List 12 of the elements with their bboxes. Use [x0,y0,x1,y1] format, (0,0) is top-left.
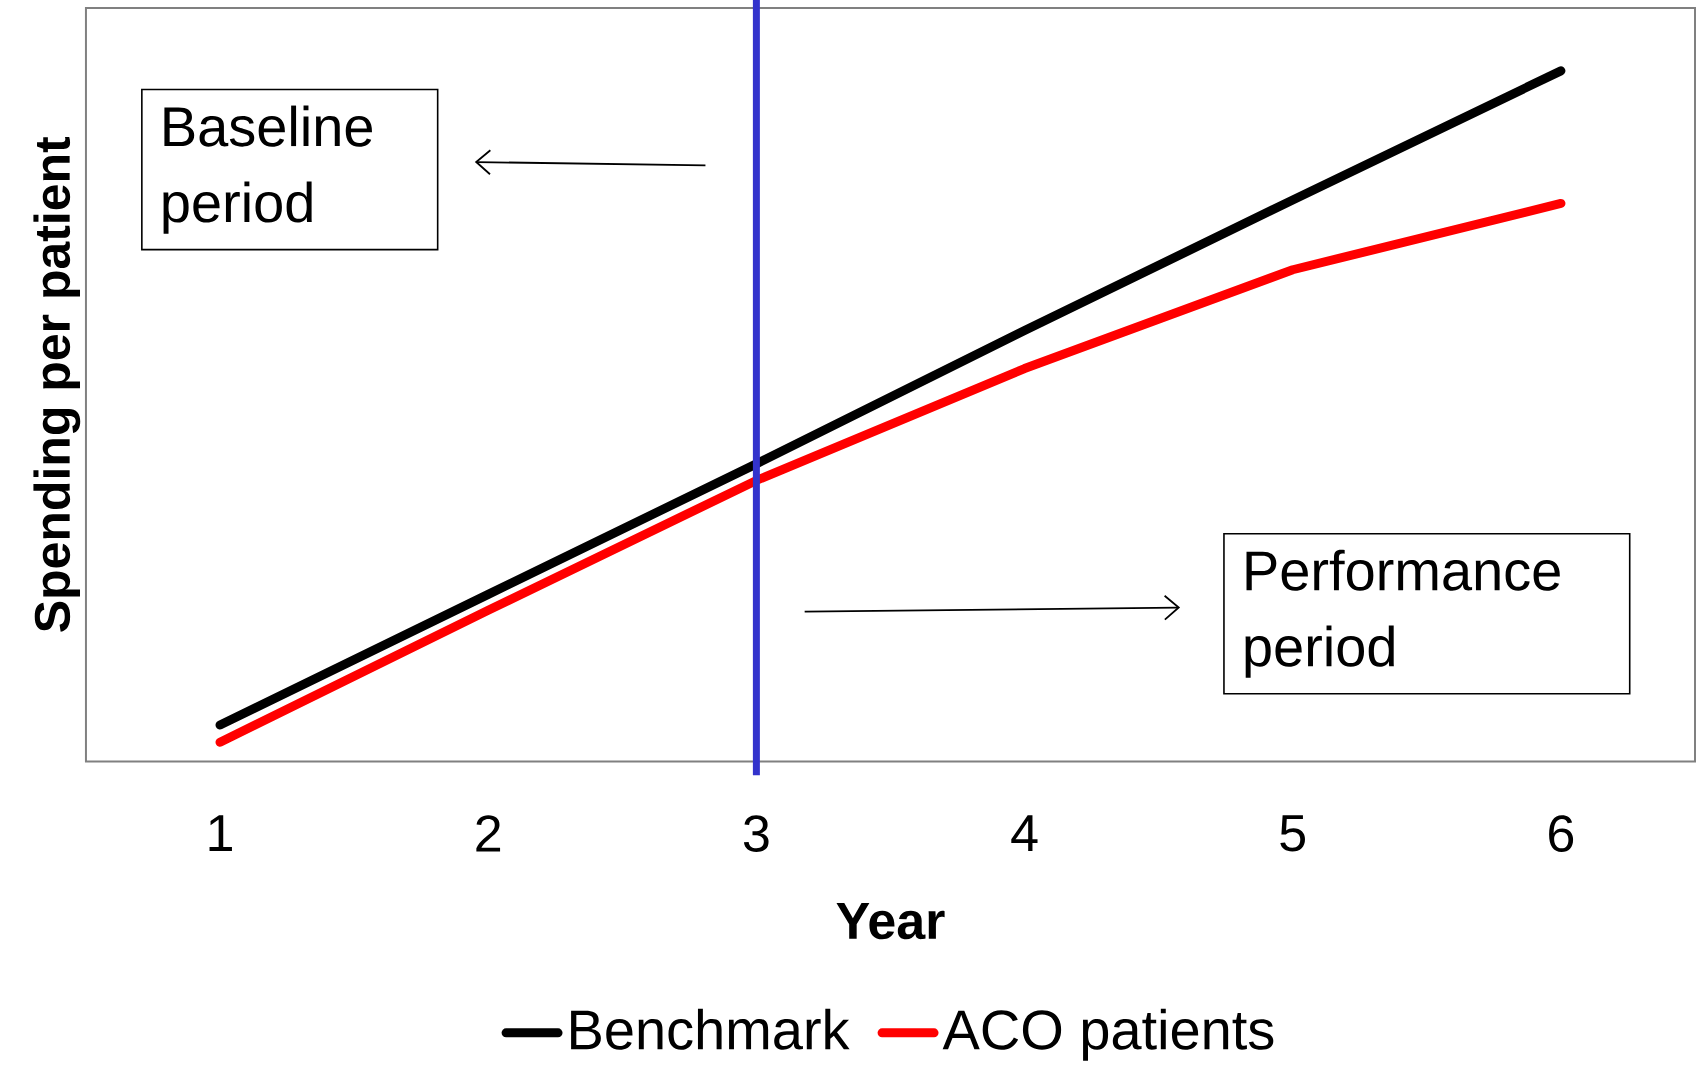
x-tick-label: 3 [743,815,769,852]
x-tick-label: 2 [476,815,501,852]
x-axis-title: Year [836,902,945,940]
legend-label: ACO patients [942,1008,1274,1061]
x-tick-label: 4 [1011,815,1038,851]
annotation: Baseline period [163,105,372,234]
x-tick-label: 1 [209,815,232,851]
annotation: Performance period [1245,549,1560,678]
x-tick-label: 5 [1280,815,1305,852]
x-tick-label: 6 [1549,815,1574,852]
legend-label: Benchmark [571,1008,850,1050]
y-axis-title: Spending per patient [33,136,81,632]
